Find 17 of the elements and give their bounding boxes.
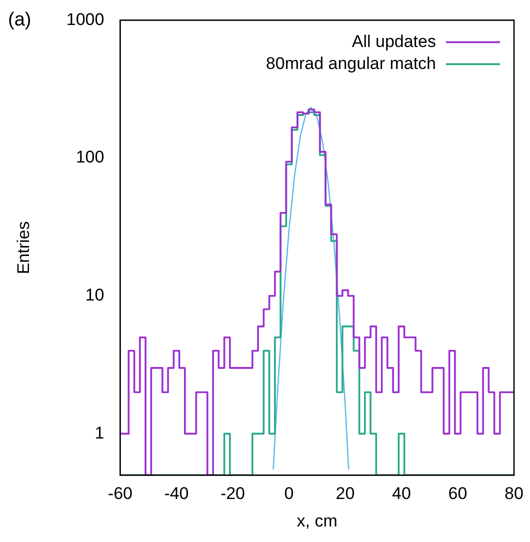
y-tick-label: 1000 xyxy=(66,10,104,29)
x-tick-label: -40 xyxy=(164,484,189,504)
x-tick-label: 60 xyxy=(448,484,468,504)
legend-label: 80mrad angular match xyxy=(266,54,436,73)
y-tick-label: 1 xyxy=(94,423,104,442)
legend-label: All updates xyxy=(352,32,436,51)
x-tick-label: 40 xyxy=(392,484,411,504)
y-tick-label: 10 xyxy=(85,286,104,305)
x-tick-label: -60 xyxy=(108,484,133,504)
x-tick-label: 80 xyxy=(504,484,524,504)
x-tick-label: 20 xyxy=(336,484,355,504)
x-tick-label: 0 xyxy=(284,484,294,504)
x-tick-label: -20 xyxy=(220,484,246,504)
text: (a) xyxy=(8,9,32,30)
y-tick-label: 100 xyxy=(76,148,104,167)
x-axis-title: x, cm xyxy=(296,511,338,530)
y-axis-title: Entries xyxy=(14,221,33,274)
